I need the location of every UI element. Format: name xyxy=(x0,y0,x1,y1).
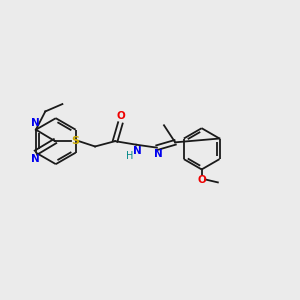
Text: N: N xyxy=(31,154,39,164)
Text: N: N xyxy=(31,118,39,128)
Text: H: H xyxy=(126,151,134,161)
Text: O: O xyxy=(117,111,125,122)
Text: N: N xyxy=(154,148,163,158)
Text: N: N xyxy=(134,146,142,156)
Text: S: S xyxy=(71,136,79,146)
Text: O: O xyxy=(198,175,206,185)
